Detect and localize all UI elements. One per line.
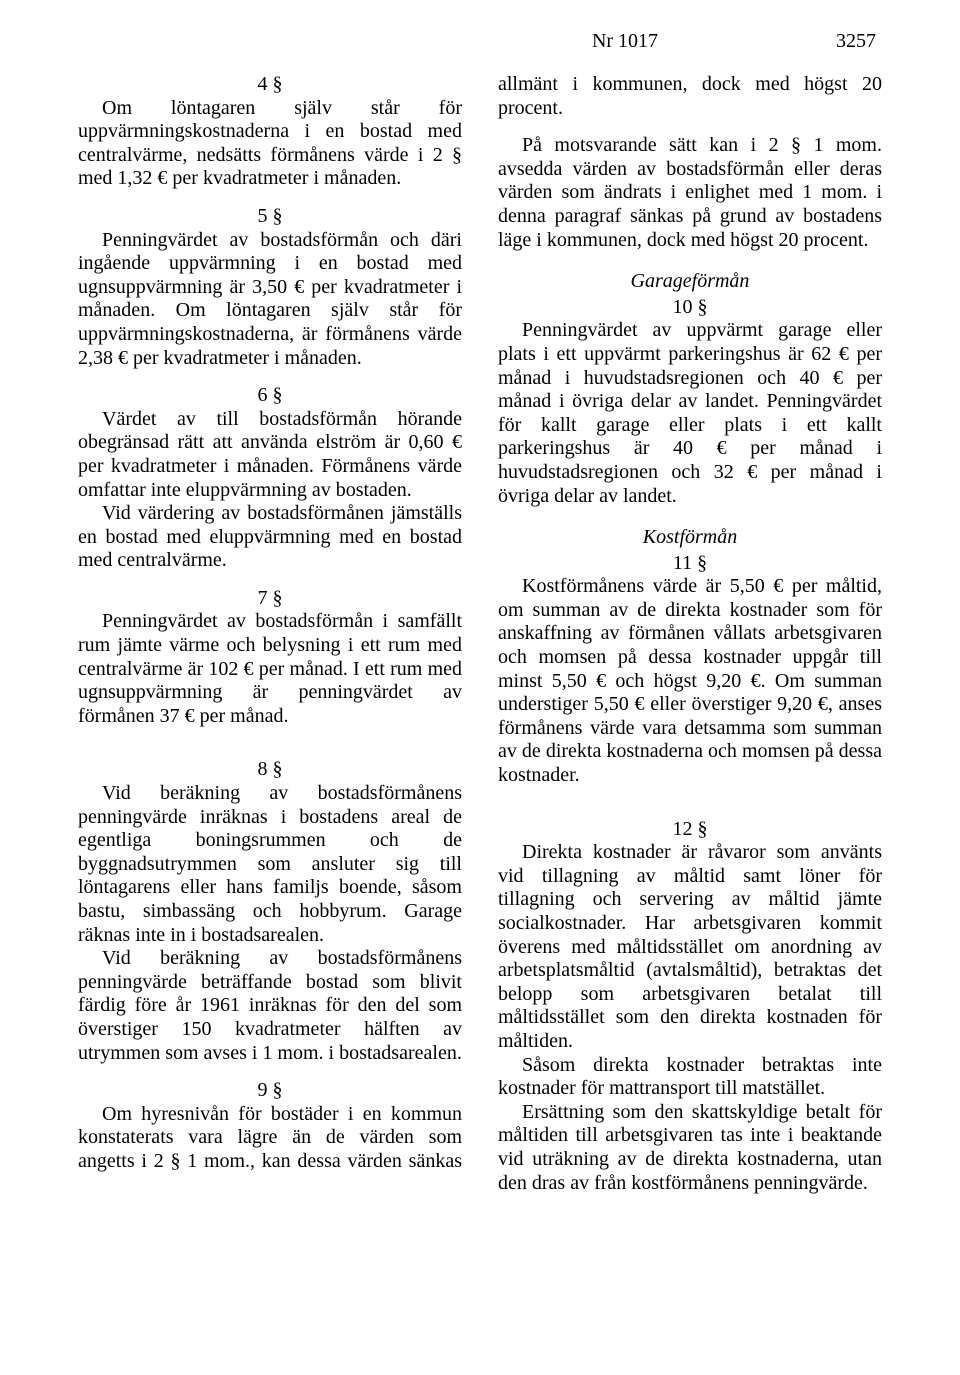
section-10-para-1: Penningvärdet av uppvärmt garage eller p… bbox=[498, 319, 882, 508]
section-10-number: 10 § bbox=[498, 296, 882, 320]
garage-subheading: Garageförmån bbox=[498, 270, 882, 294]
body-columns: 4 § Om löntagaren själv står för uppvärm… bbox=[78, 73, 882, 1195]
section-9-continuation: På motsvarande sätt kan i 2 § 1 mom. avs… bbox=[498, 134, 882, 252]
section-11-number: 11 § bbox=[498, 552, 882, 576]
section-12-para-2: Såsom direkta kostnader betraktas inte k… bbox=[498, 1054, 882, 1101]
running-header: Nr 1017 3257 bbox=[78, 30, 882, 53]
kost-subheading: Kostförmån bbox=[498, 526, 882, 550]
section-6-number: 6 § bbox=[78, 384, 462, 408]
section-12-number: 12 § bbox=[498, 818, 882, 842]
section-7-number: 7 § bbox=[78, 587, 462, 611]
section-8-para-2: Vid beräkning av bostadsförmånens pennin… bbox=[78, 947, 462, 1065]
section-8-number: 8 § bbox=[78, 758, 462, 782]
section-12-para-1: Direkta kostnader är råvaror som använts… bbox=[498, 841, 882, 1053]
page-number: 3257 bbox=[836, 30, 876, 53]
section-11-para-1: Kostförmånens värde är 5,50 € per måltid… bbox=[498, 575, 882, 787]
section-5-number: 5 § bbox=[78, 205, 462, 229]
page: Nr 1017 3257 4 § Om löntagaren själv stå… bbox=[0, 0, 960, 1255]
section-5-para-1: Penningvärdet av bostadsförmån och däri … bbox=[78, 229, 462, 371]
doc-number: Nr 1017 bbox=[84, 30, 836, 53]
section-6-para-1: Värdet av till bostadsförmån hörande obe… bbox=[78, 408, 462, 502]
section-12-para-3: Ersättning som den skattskyldige betalt … bbox=[498, 1101, 882, 1195]
section-8-para-1: Vid beräkning av bostadsförmånens pennin… bbox=[78, 782, 462, 947]
spacer bbox=[78, 742, 462, 758]
section-4-number: 4 § bbox=[78, 73, 462, 97]
section-7-para-1: Penningvärdet av bostadsförmån i samfäll… bbox=[78, 610, 462, 728]
section-6-para-2: Vid värdering av bostadsförmånen jämstäl… bbox=[78, 502, 462, 573]
spacer bbox=[498, 802, 882, 818]
section-9-number: 9 § bbox=[78, 1079, 462, 1103]
section-4-para-1: Om löntagaren själv står för uppvärmning… bbox=[78, 97, 462, 191]
